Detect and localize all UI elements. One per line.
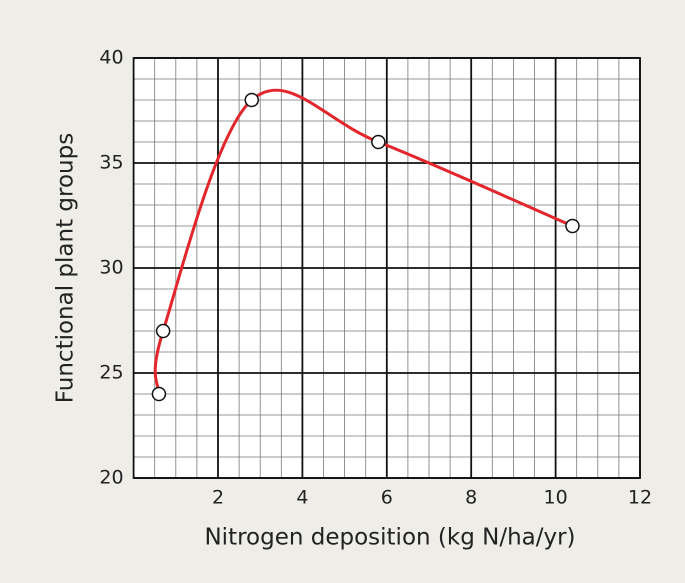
y-tick-label: 35 xyxy=(99,152,123,174)
plot-border xyxy=(132,57,641,479)
y-tick-label: 20 xyxy=(99,467,123,489)
point xyxy=(371,134,386,150)
x-tick-label: 12 xyxy=(628,487,652,509)
x-tick-label: 2 xyxy=(212,487,224,509)
x-tick-label: 6 xyxy=(381,487,393,509)
y-tick-label: 40 xyxy=(99,47,123,69)
x-tick-label: 4 xyxy=(296,487,308,509)
y-tick-label: 30 xyxy=(99,257,123,279)
y-tick-label: 25 xyxy=(99,362,123,384)
point xyxy=(244,92,260,108)
y-axis-label: Functional plant groups xyxy=(53,133,79,403)
point xyxy=(565,218,580,234)
x-tick-label: 8 xyxy=(465,487,477,509)
point xyxy=(155,323,171,339)
x-axis-label: Nitrogen deposition (kg N/ha/yr) xyxy=(204,525,575,551)
point xyxy=(151,386,167,402)
x-tick-label: 10 xyxy=(544,487,568,509)
